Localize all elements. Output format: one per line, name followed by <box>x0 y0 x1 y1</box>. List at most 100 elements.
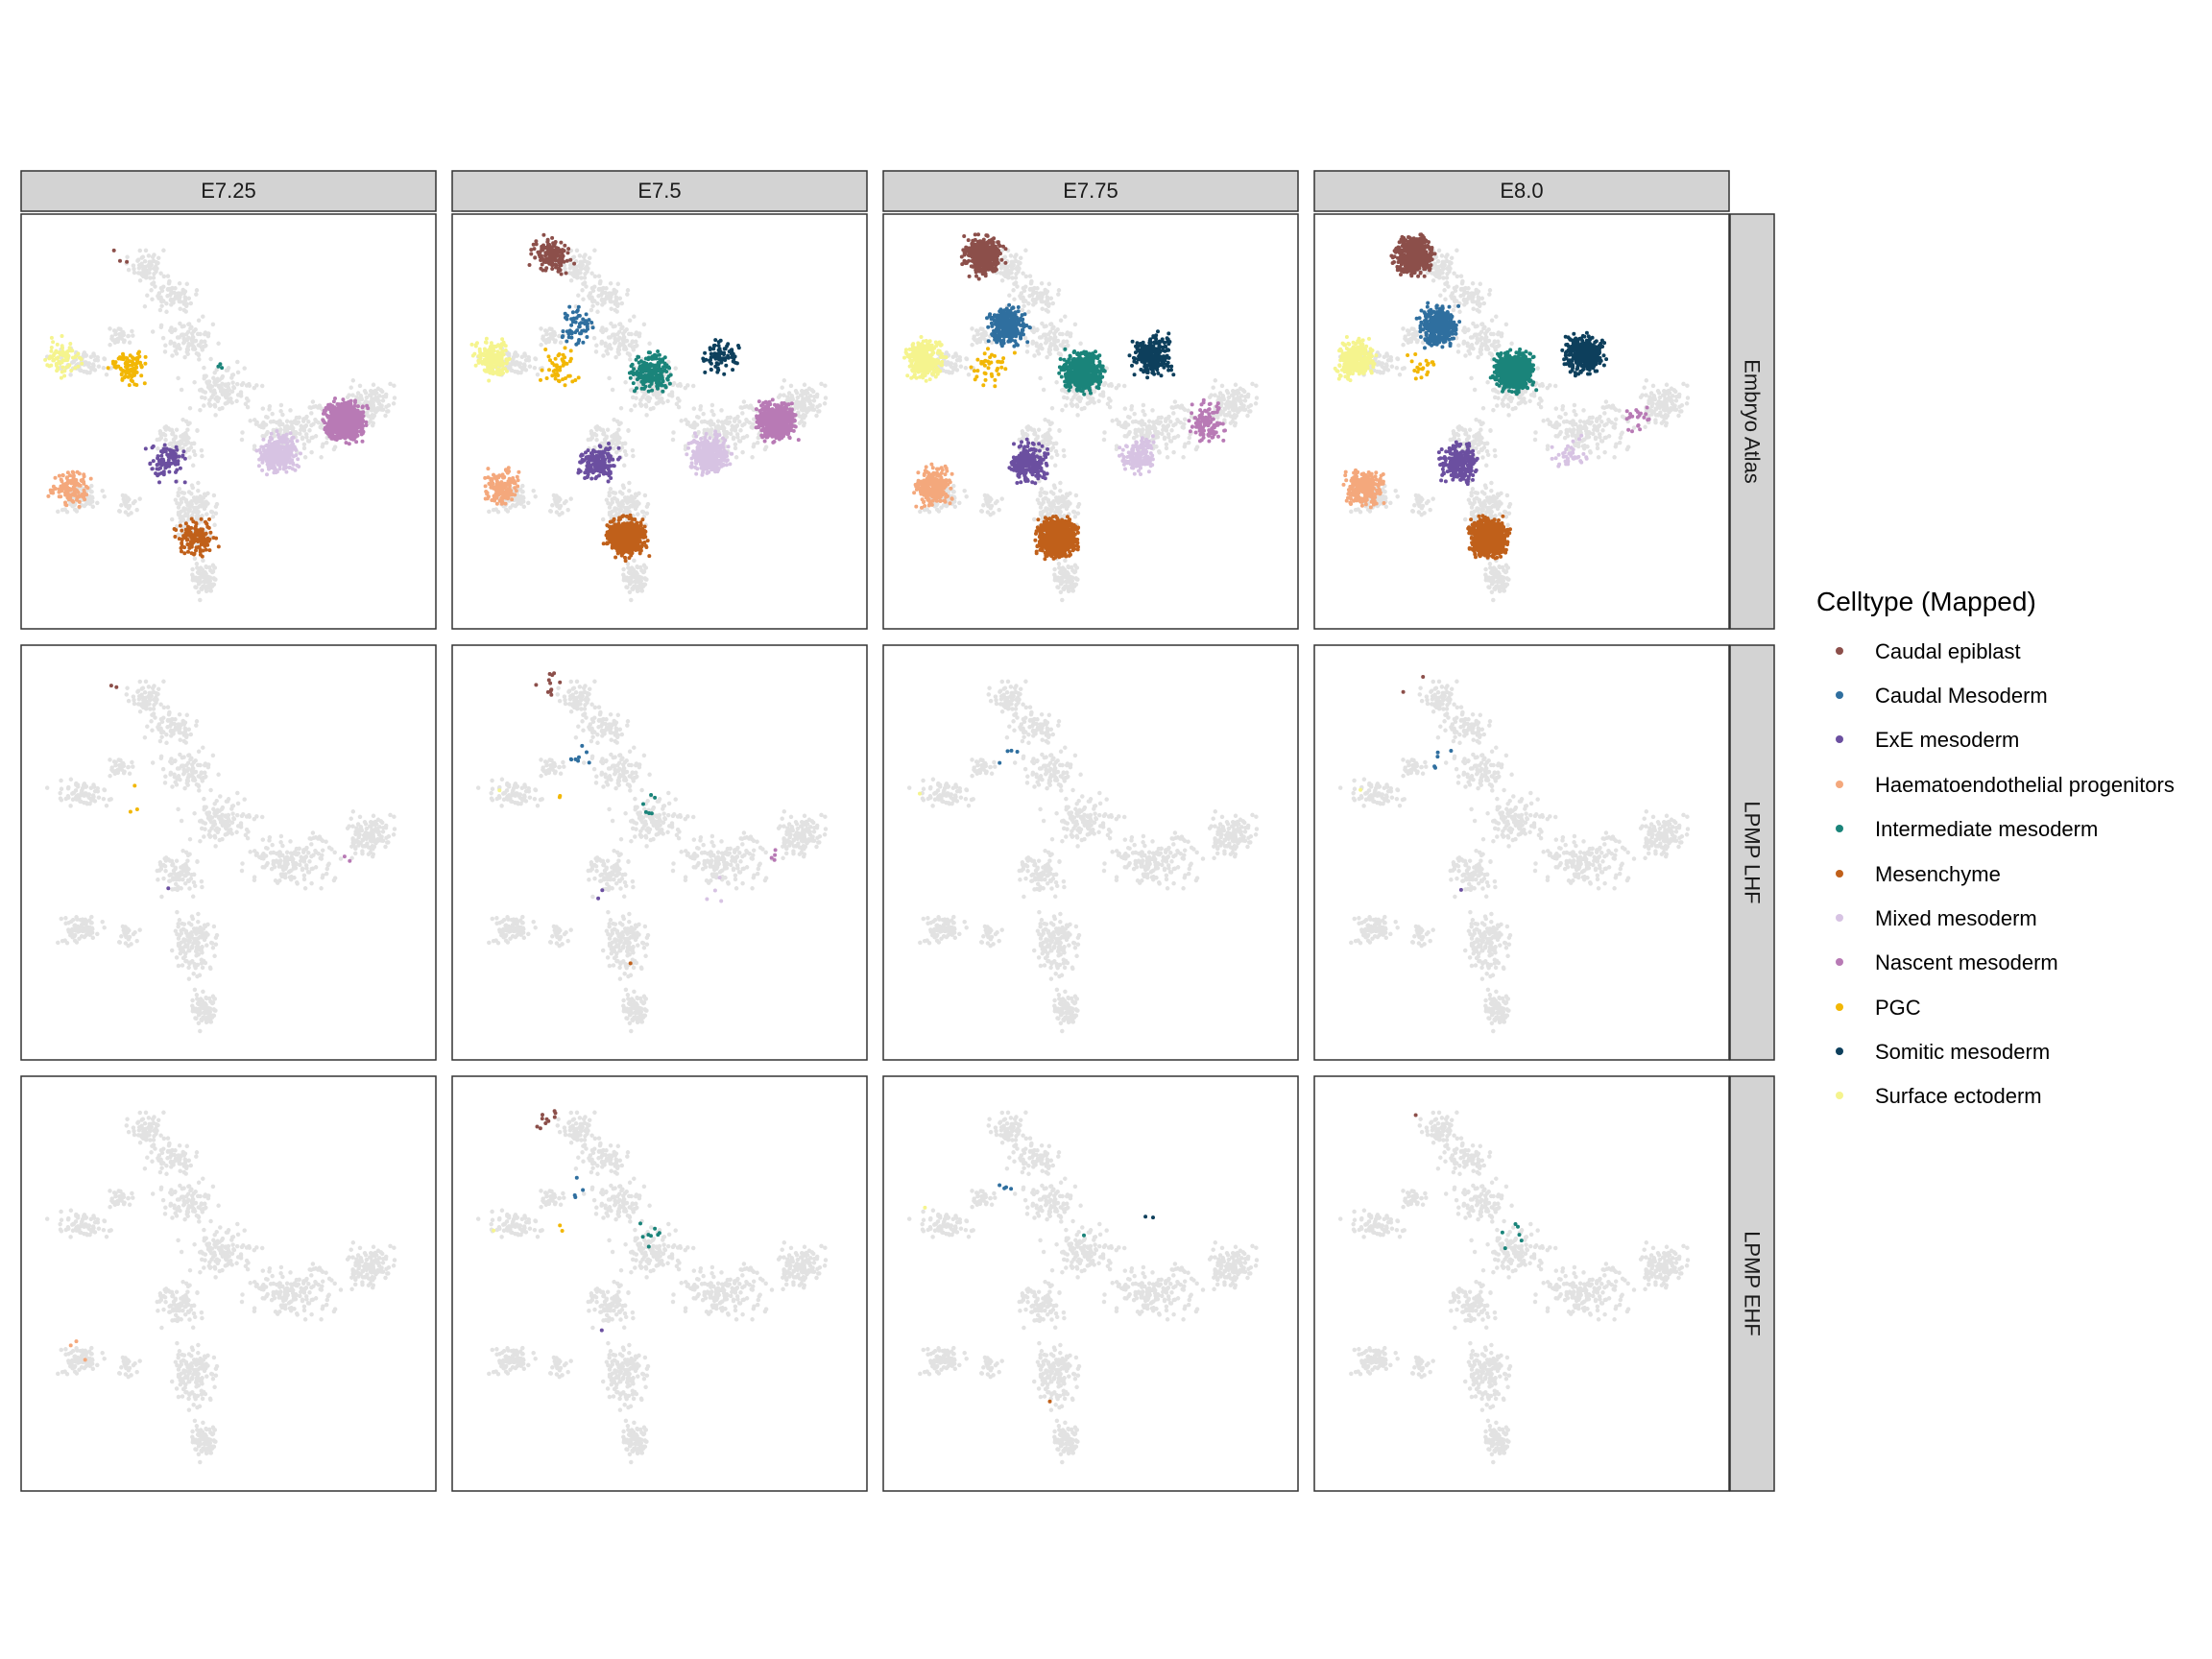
background-cells <box>906 1110 1260 1465</box>
legend-item: Mixed mesoderm <box>1836 906 2037 930</box>
series-points-somitic-mesoderm <box>1560 330 1609 378</box>
facet-panel <box>1313 213 1730 630</box>
series-points-caudal-epiblast <box>534 671 563 697</box>
strip-label-e7-25: E7.25 <box>201 179 256 203</box>
series-points-caudal-epiblast <box>535 1109 558 1131</box>
legend-key <box>1836 781 1843 788</box>
series-points-exe-mesoderm <box>576 442 622 484</box>
series-points-caudal-epiblast <box>111 248 130 264</box>
facet-panel <box>882 1075 1299 1492</box>
legend-item: Haematoendothelial progenitors <box>1836 773 2175 797</box>
legend-label: PGC <box>1875 996 1921 1020</box>
legend-label: Intermediate mesoderm <box>1875 817 2098 841</box>
legend-label: Mixed mesoderm <box>1875 906 2037 930</box>
series-points-pgc <box>969 347 1017 389</box>
background-cells <box>906 679 1260 1034</box>
series-points-caudal-epiblast <box>527 232 577 276</box>
panel-border <box>20 1075 437 1492</box>
legend-key <box>1836 735 1843 743</box>
legend-label: Caudal Mesoderm <box>1875 684 2048 708</box>
strip-label-e7-75: E7.75 <box>1063 179 1118 203</box>
background-cells <box>906 248 1260 603</box>
series-points-haematoendothelial-progenitors <box>483 466 521 506</box>
series-points-exe-mesoderm <box>1436 440 1479 487</box>
series-points-mixed-mesoderm <box>705 876 724 903</box>
row-strip-1: LPMP LHF <box>1729 644 1775 1061</box>
legend-key <box>1836 825 1843 832</box>
series-points-somitic-mesoderm <box>1143 1214 1155 1220</box>
legend-label: Haematoendothelial progenitors <box>1875 773 2175 797</box>
series-points-nascent-mesoderm <box>754 397 801 445</box>
series-points-intermediate-mesoderm <box>216 362 225 371</box>
background-cells <box>475 1110 829 1465</box>
facet-panel <box>1313 644 1730 1061</box>
legend-item: ExE mesoderm <box>1836 728 2019 752</box>
row-strip-0: Embryo Atlas <box>1729 213 1775 630</box>
legend-title: Celltype (Mapped) <box>1816 587 2036 616</box>
background-cells <box>475 248 829 603</box>
series-points-nascent-mesoderm <box>342 854 352 863</box>
series-points-caudal-mesoderm <box>560 304 595 347</box>
series-points-caudal-epiblast <box>1401 675 1426 694</box>
legend-key <box>1836 1047 1843 1055</box>
panel-border <box>1313 213 1730 630</box>
series-points-surface-ectoderm <box>43 334 84 380</box>
series-points-intermediate-mesoderm <box>1057 347 1107 397</box>
panel-border <box>1313 1075 1730 1492</box>
legend-key <box>1836 691 1843 699</box>
series-points-mixed-mesoderm <box>254 429 302 477</box>
panels <box>20 213 1730 1492</box>
column-strip-0: E7.25 <box>20 170 437 212</box>
series-points-caudal-mesoderm <box>568 743 591 765</box>
series-points-pgc <box>558 1223 565 1233</box>
series-points-pgc <box>106 349 148 388</box>
series-points-nascent-mesoderm <box>1187 397 1227 444</box>
background-cells <box>1337 248 1691 603</box>
legend-item: PGC <box>1836 996 1921 1020</box>
facet-panel <box>1313 1075 1730 1492</box>
panel-border <box>882 213 1299 630</box>
panel-border <box>20 644 437 1061</box>
series-points-caudal-mesoderm <box>998 748 1020 765</box>
series-points-haematoendothelial-progenitors <box>1341 468 1386 510</box>
background-cells <box>44 679 397 1034</box>
series-points-pgc <box>539 346 581 388</box>
series-points-exe-mesoderm <box>596 888 605 901</box>
series-points-mesenchyme <box>1466 514 1512 561</box>
background-cells <box>1337 1110 1691 1465</box>
series-points-caudal-epiblast <box>959 232 1008 281</box>
legend-key <box>1836 958 1843 966</box>
column-strip-2: E7.75 <box>882 170 1299 212</box>
row-strip-2: LPMP EHF <box>1729 1075 1775 1492</box>
panel-border <box>882 644 1299 1061</box>
legend-item: Nascent mesoderm <box>1836 950 2058 974</box>
strip-label-embryo-atlas: Embryo Atlas <box>1741 359 1765 484</box>
strip-label-lpmp-ehf: LPMP EHF <box>1741 1231 1765 1336</box>
series-points-mesenchyme <box>1033 514 1081 562</box>
legend-label: Somitic mesoderm <box>1875 1040 2050 1064</box>
legend-key <box>1836 914 1843 922</box>
legend-item: Intermediate mesoderm <box>1836 817 2098 841</box>
series-points-exe-mesoderm <box>1007 437 1050 486</box>
series-points-haematoendothelial-progenitors <box>912 462 954 510</box>
series-points-mixed-mesoderm <box>1550 433 1589 469</box>
strip-label-lpmp-lhf: LPMP LHF <box>1741 801 1765 903</box>
legend-item: Caudal epiblast <box>1836 639 2021 663</box>
panel-border <box>1313 644 1730 1061</box>
legend-item: Mesenchyme <box>1836 862 2001 886</box>
facet-panel <box>451 644 868 1061</box>
series-points-intermediate-mesoderm <box>1488 347 1539 397</box>
column-strip-1: E7.5 <box>451 170 868 212</box>
legend: Celltype (Mapped) Caudal epiblast Caudal… <box>1816 587 2175 1108</box>
facet-panel <box>20 1075 437 1492</box>
series-points-somitic-mesoderm <box>701 338 741 376</box>
series-points-surface-ectoderm <box>469 336 512 383</box>
background-cells <box>1337 679 1691 1034</box>
background-cells <box>44 1110 397 1465</box>
facet-panel <box>20 213 437 630</box>
series-points-mesenchyme <box>172 517 221 559</box>
panel-border <box>882 1075 1299 1492</box>
legend-item: Surface ectoderm <box>1836 1084 2042 1108</box>
facet-panel <box>20 644 437 1061</box>
series-points-haematoendothelial-progenitors <box>68 1339 87 1362</box>
